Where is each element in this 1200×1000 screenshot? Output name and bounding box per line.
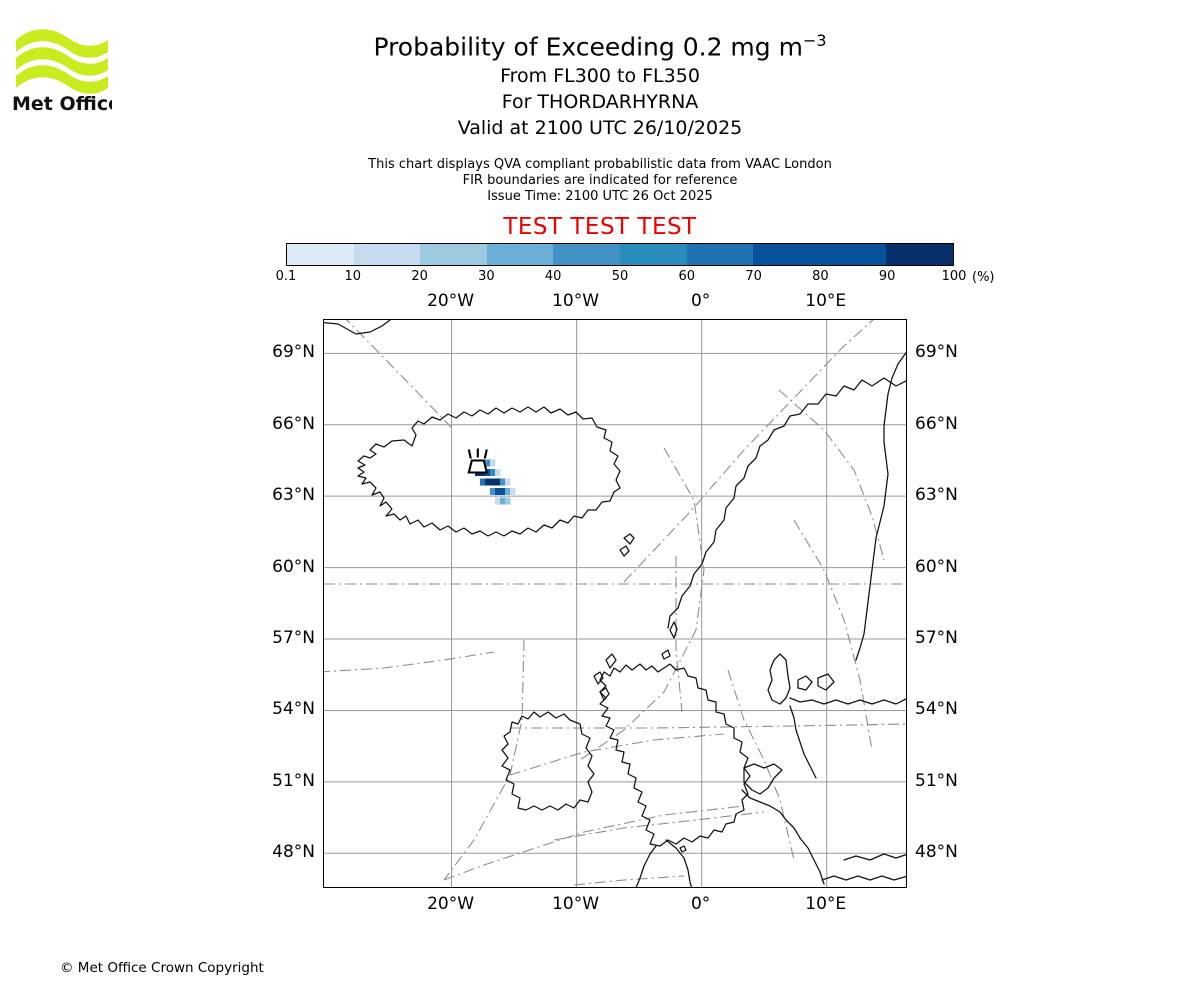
colorbar-tick-10: 10 — [344, 269, 362, 284]
colorbar-tick-90: 90 — [878, 269, 896, 284]
colorbar: 0.1 10 20 30 40 50 60 70 80 90 100 — [276, 243, 967, 289]
map-plot-area[interactable] — [323, 319, 907, 888]
colorbar-band-80-90 — [819, 244, 887, 265]
notes-block: This chart displays QVA compliant probab… — [200, 157, 1000, 205]
colorbar-band-60-70 — [686, 244, 754, 265]
colorbar-bands — [286, 243, 954, 266]
lat-label-right-57: 57°N — [915, 628, 958, 649]
colorbar-tick-labels: 0.1 10 20 30 40 50 60 70 80 90 100 — [276, 269, 967, 289]
colorbar-band-20-30 — [420, 244, 487, 265]
map-gridlines — [324, 320, 906, 887]
map-coastlines — [324, 320, 906, 887]
lat-label-right-54: 54°N — [915, 699, 958, 720]
colorbar-unit-label: (%) — [972, 270, 995, 285]
lat-label-right-63: 63°N — [915, 485, 958, 506]
lat-label-right-66: 66°N — [915, 413, 958, 434]
volcano-icon — [467, 448, 489, 474]
colorbar-band-70-80 — [753, 244, 820, 265]
page-title-text: Probability of Exceeding 0.2 mg m — [373, 32, 803, 62]
page-title-exponent: −3 — [802, 31, 827, 50]
lon-label-top--10: 10°W — [552, 291, 600, 311]
colorbar-tick-40: 40 — [544, 269, 562, 284]
lat-label-left-54: 54°N — [272, 699, 315, 720]
colorbar-tick-80: 80 — [812, 269, 829, 284]
lon-label-bottom--20: 20°W — [427, 894, 475, 914]
colorbar-tick-50: 50 — [611, 269, 629, 284]
lon-label-bottom-0: 0° — [690, 894, 711, 914]
colorbar-band-30-40 — [486, 244, 554, 265]
note-qva: This chart displays QVA compliant probab… — [368, 157, 832, 172]
page-title: Probability of Exceeding 0.2 mg m−3 — [200, 24, 1000, 63]
colorbar-tick-0.1: 0.1 — [275, 269, 297, 284]
lat-label-right-69: 69°N — [915, 342, 958, 363]
colorbar-tick-100: 100 — [941, 269, 967, 284]
lat-label-left-51: 51°N — [272, 770, 315, 791]
colorbar-band-90-100 — [886, 244, 953, 265]
met-office-logo: Met Office — [12, 18, 112, 113]
lon-label-top-0: 0° — [690, 291, 711, 311]
colorbar-tick-60: 60 — [678, 269, 696, 284]
logo-waves — [16, 29, 108, 94]
colorbar-band-10-20 — [353, 244, 421, 265]
logo-text: Met Office — [12, 93, 112, 113]
note-issue-time: Issue Time: 2100 UTC 26 Oct 2025 — [487, 189, 713, 204]
map-graphic — [324, 320, 906, 887]
lat-label-right-51: 51°N — [915, 770, 958, 791]
lon-label-top--20: 20°W — [427, 291, 475, 311]
test-banner: TEST TEST TEST — [503, 214, 697, 240]
lat-label-left-69: 69°N — [272, 342, 315, 363]
copyright-notice: © Met Office Crown Copyright — [60, 960, 264, 976]
met-office-logo-graphic: Met Office — [12, 29, 112, 113]
colorbar-band-40-50 — [553, 244, 620, 265]
colorbar-band-0.1-10 — [287, 244, 354, 265]
subtitle-volcano-name: For THORDARHYRNA — [501, 91, 699, 114]
colorbar-tick-30: 30 — [478, 269, 495, 284]
colorbar-tick-70: 70 — [745, 269, 762, 284]
title-block: Probability of Exceeding 0.2 mg m−3 From… — [200, 24, 1000, 141]
lat-label-left-57: 57°N — [272, 628, 315, 649]
lat-label-right-60: 60°N — [915, 556, 958, 577]
subtitle-valid-time: Valid at 2100 UTC 26/10/2025 — [457, 117, 743, 140]
subtitle-flight-levels: From FL300 to FL350 — [500, 65, 700, 88]
lon-label-top-10: 10°E — [805, 291, 847, 311]
lat-label-left-48: 48°N — [272, 842, 315, 863]
lat-label-left-63: 63°N — [272, 485, 315, 506]
colorbar-band-50-60 — [619, 244, 687, 265]
lat-label-left-66: 66°N — [272, 413, 315, 434]
lat-label-right-48: 48°N — [915, 842, 958, 863]
fir-boundaries — [324, 320, 906, 886]
lon-label-bottom--10: 10°W — [552, 894, 600, 914]
lon-label-bottom-10: 10°E — [805, 894, 847, 914]
lat-label-left-60: 60°N — [272, 556, 315, 577]
note-fir: FIR boundaries are indicated for referen… — [462, 173, 738, 188]
colorbar-tick-20: 20 — [411, 269, 428, 284]
